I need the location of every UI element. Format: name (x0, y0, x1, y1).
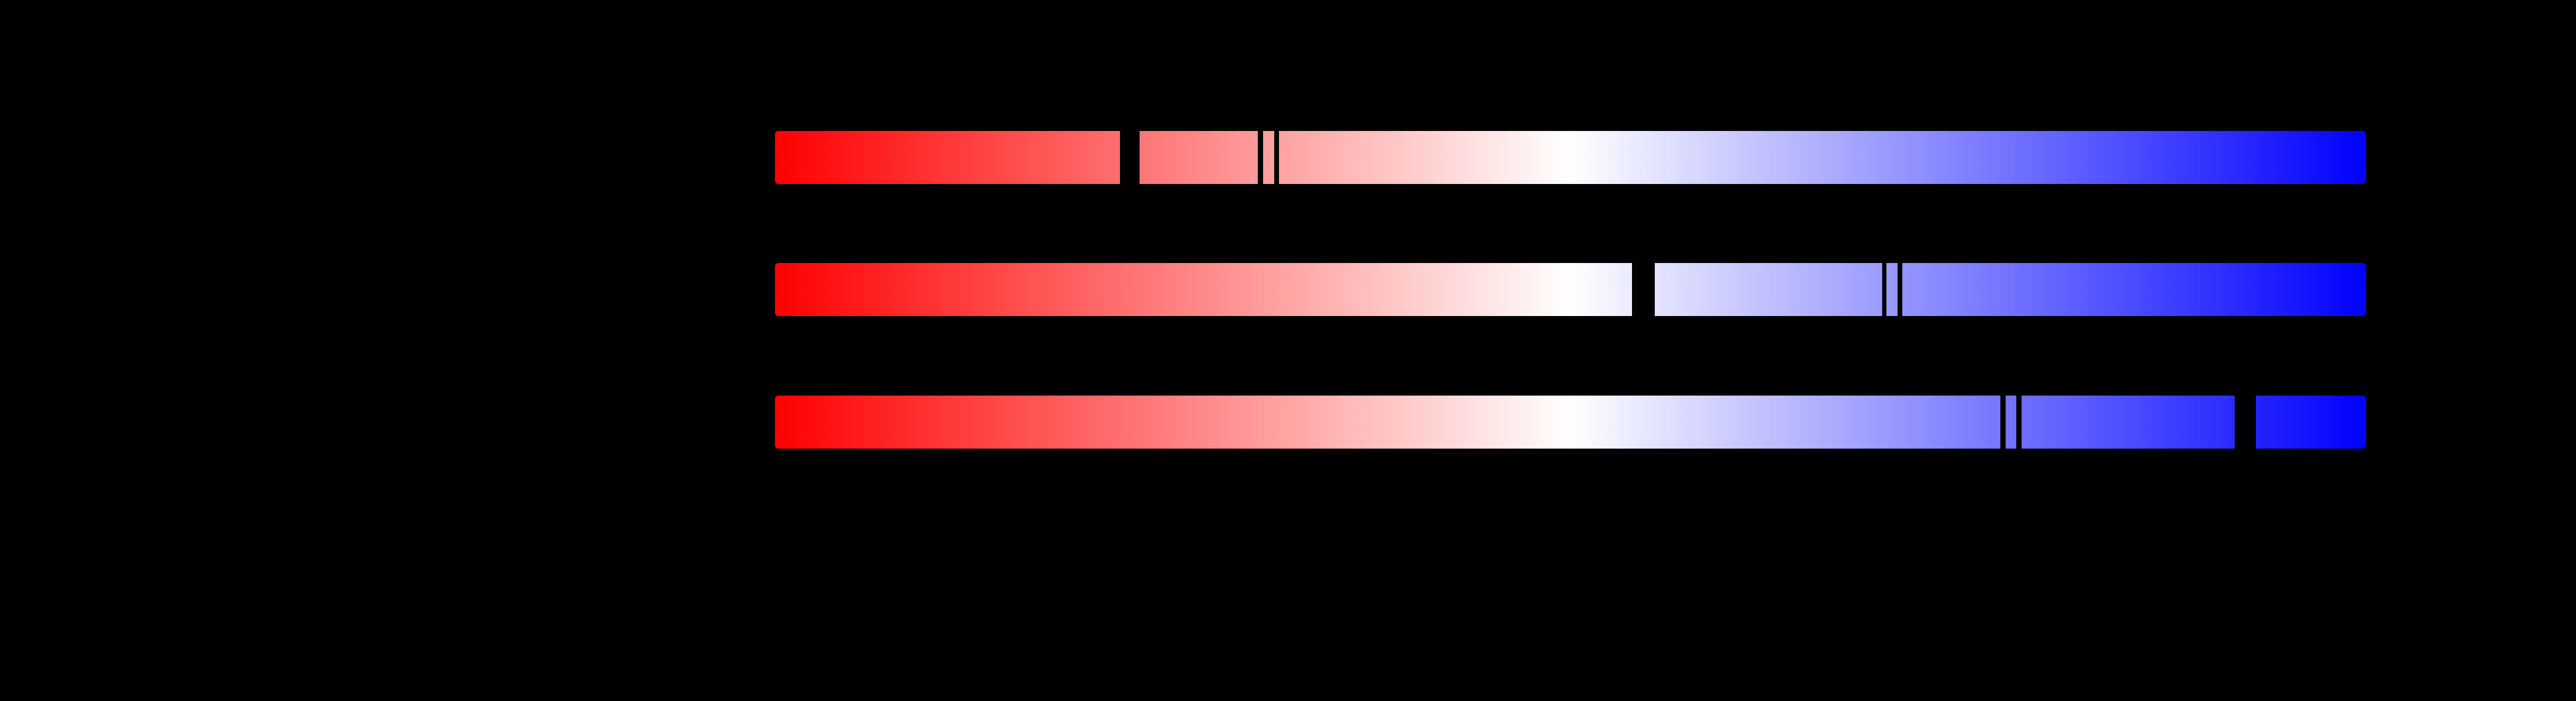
gap-marker (1120, 130, 1140, 185)
gradient-scale-bar-bottom (775, 395, 2366, 450)
tick-line-marker (1882, 262, 1886, 317)
tick-line-marker (2000, 395, 2006, 450)
gap-marker (1632, 262, 1655, 317)
gradient-scale-bar-top (775, 130, 2366, 185)
gradient-scale-bar-middle (775, 262, 2366, 317)
gap-marker (2235, 395, 2256, 450)
tick-line-marker (1258, 130, 1263, 185)
tick-line-marker (1274, 130, 1279, 185)
tick-line-marker (2016, 395, 2022, 450)
tick-line-marker (1898, 262, 1902, 317)
